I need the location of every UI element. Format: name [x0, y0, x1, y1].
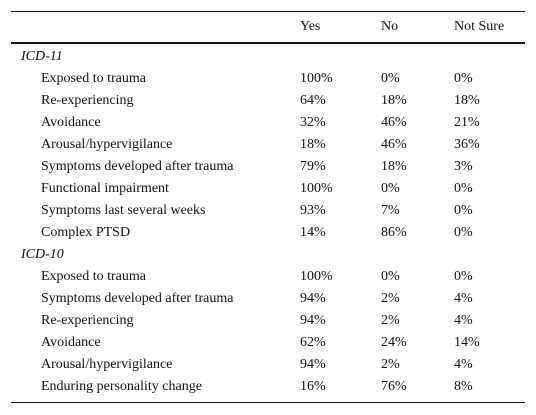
cell-no: 0%	[381, 181, 400, 196]
table-row: Avoidance 62% 24% 14%	[11, 332, 525, 354]
table-row: Enduring personality change 16% 76% 8%	[11, 376, 525, 398]
section-title: ICD-10	[21, 247, 64, 262]
cell-no: 86%	[381, 225, 407, 240]
cell-not-sure: 4%	[454, 313, 473, 328]
table-bottom-rule	[11, 402, 525, 403]
cell-no: 2%	[381, 357, 400, 372]
cell-not-sure: 21%	[454, 115, 480, 130]
cell-not-sure: 0%	[454, 71, 473, 86]
cell-yes: 16%	[300, 379, 326, 394]
row-label: Enduring personality change	[41, 379, 202, 394]
cell-yes: 94%	[300, 313, 326, 328]
cell-no: 46%	[381, 137, 407, 152]
table-row: Re-experiencing 94% 2% 4%	[11, 310, 525, 332]
cell-no: 0%	[381, 269, 400, 284]
table-row: Symptoms last several weeks 93% 7% 0%	[11, 200, 525, 222]
cell-yes: 94%	[300, 291, 326, 306]
cell-not-sure: 14%	[454, 335, 480, 350]
table-row: Complex PTSD 14% 86% 0%	[11, 222, 525, 244]
cell-yes: 100%	[300, 269, 333, 284]
row-label: Exposed to trauma	[41, 71, 146, 86]
cell-not-sure: 8%	[454, 379, 473, 394]
row-label: Arousal/hypervigilance	[41, 137, 173, 152]
header-not-sure: Not Sure	[454, 19, 505, 34]
table-row: Arousal/hypervigilance 94% 2% 4%	[11, 354, 525, 376]
cell-yes: 93%	[300, 203, 326, 218]
header-yes: Yes	[300, 19, 321, 34]
table-header-row: Yes No Not Sure	[11, 16, 525, 38]
table-row: Arousal/hypervigilance 18% 46% 36%	[11, 134, 525, 156]
cell-yes: 64%	[300, 93, 326, 108]
table-row: Re-experiencing 64% 18% 18%	[11, 90, 525, 112]
row-label: Exposed to trauma	[41, 269, 146, 284]
cell-no: 2%	[381, 313, 400, 328]
cell-not-sure: 0%	[454, 181, 473, 196]
row-label: Functional impairment	[41, 181, 169, 196]
row-label: Avoidance	[41, 335, 101, 350]
cell-yes: 94%	[300, 357, 326, 372]
table-row: Exposed to trauma 100% 0% 0%	[11, 266, 525, 288]
cell-not-sure: 0%	[454, 269, 473, 284]
row-label: Symptoms last several weeks	[41, 203, 206, 218]
cell-no: 18%	[381, 159, 407, 174]
row-label: Symptoms developed after trauma	[41, 159, 234, 174]
section-row: ICD-11	[11, 46, 525, 68]
table-top-rule	[11, 11, 525, 12]
cell-not-sure: 3%	[454, 159, 473, 174]
cell-yes: 100%	[300, 71, 333, 86]
table-row: Functional impairment 100% 0% 0%	[11, 178, 525, 200]
table-row: Symptoms developed after trauma 94% 2% 4%	[11, 288, 525, 310]
cell-yes: 14%	[300, 225, 326, 240]
table-row: Symptoms developed after trauma 79% 18% 3%	[11, 156, 525, 178]
table-row: Exposed to trauma 100% 0% 0%	[11, 68, 525, 90]
cell-not-sure: 0%	[454, 225, 473, 240]
row-label: Re-experiencing	[41, 93, 134, 108]
section-title: ICD-11	[21, 49, 63, 64]
table-header-rule	[11, 42, 525, 44]
cell-not-sure: 4%	[454, 291, 473, 306]
cell-yes: 79%	[300, 159, 326, 174]
header-no: No	[381, 19, 399, 34]
cell-no: 18%	[381, 93, 407, 108]
row-label: Re-experiencing	[41, 313, 134, 328]
cell-not-sure: 36%	[454, 137, 480, 152]
cell-not-sure: 4%	[454, 357, 473, 372]
cell-yes: 62%	[300, 335, 326, 350]
cell-yes: 32%	[300, 115, 326, 130]
row-label: Complex PTSD	[41, 225, 131, 240]
cell-no: 0%	[381, 71, 400, 86]
table-row: Avoidance 32% 46% 21%	[11, 112, 525, 134]
row-label: Arousal/hypervigilance	[41, 357, 173, 372]
cell-no: 7%	[381, 203, 400, 218]
row-label: Avoidance	[41, 115, 101, 130]
cell-no: 2%	[381, 291, 400, 306]
cell-not-sure: 0%	[454, 203, 473, 218]
cell-not-sure: 18%	[454, 93, 480, 108]
cell-no: 46%	[381, 115, 407, 130]
cell-no: 24%	[381, 335, 407, 350]
row-label: Symptoms developed after trauma	[41, 291, 234, 306]
cell-yes: 18%	[300, 137, 326, 152]
section-row: ICD-10	[11, 244, 525, 266]
cell-no: 76%	[381, 379, 407, 394]
cell-yes: 100%	[300, 181, 333, 196]
